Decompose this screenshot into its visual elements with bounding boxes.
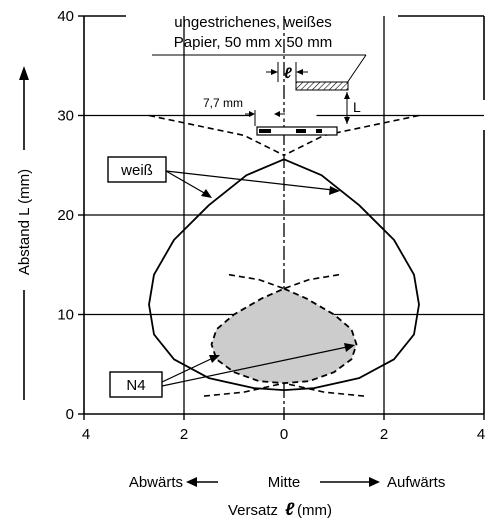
x-axis-label-group: Versatz ℓ (mm) bbox=[228, 499, 332, 519]
y-tick-label: 10 bbox=[57, 307, 74, 324]
annotation-title-line1: ungestrichenes, weißes bbox=[174, 14, 332, 31]
x-tick-label: 2 bbox=[180, 426, 188, 443]
y-axis-label: Abstand L (mm) bbox=[16, 169, 33, 275]
label-weiss: weiß bbox=[120, 162, 153, 179]
label-weiss-box bbox=[107, 156, 167, 183]
y-axis-arrowhead bbox=[19, 66, 29, 80]
y-axis-label-group: Abstand L (mm) bbox=[14, 66, 34, 400]
x-tick-label: 4 bbox=[477, 426, 485, 443]
curve-layer bbox=[148, 114, 420, 397]
distance-symbol: L bbox=[353, 99, 361, 115]
sensor-gap-dimension: 7,7 mm bbox=[203, 96, 243, 110]
dashed-extension bbox=[283, 273, 340, 290]
y-tick-label: 20 bbox=[57, 207, 74, 224]
direction-label-right: Aufwärts bbox=[387, 474, 445, 491]
y-tick-label: 40 bbox=[57, 8, 74, 25]
label-weiss-group: weiß bbox=[107, 156, 340, 198]
sensor-schematic: ungestrichenes, weißes Papier, 50 mm x 5… bbox=[152, 14, 367, 136]
direction-label-center: Mitte bbox=[268, 474, 301, 491]
label-n4-group: N4 bbox=[109, 343, 355, 398]
annotation-title-line2: Papier, 50 mm x 50 mm bbox=[174, 34, 332, 51]
x-axis-unit: (mm) bbox=[297, 502, 332, 519]
x-tick-label: 4 bbox=[82, 426, 90, 443]
paper-target bbox=[295, 81, 349, 91]
dashed-extension bbox=[203, 382, 285, 397]
dashed-extension bbox=[148, 114, 285, 157]
dashed-extension bbox=[228, 273, 285, 290]
right-arrowhead bbox=[369, 477, 380, 487]
x-axis-symbol: ℓ bbox=[285, 499, 295, 519]
direction-labels: Abwärts Mitte Aufwärts bbox=[129, 474, 446, 491]
y-tick-label: 30 bbox=[57, 108, 74, 125]
direction-label-left: Abwärts bbox=[129, 474, 183, 491]
y-tick-label: 0 bbox=[66, 406, 74, 423]
offset-symbol: ℓ bbox=[284, 65, 292, 82]
x-tick-label: 0 bbox=[280, 426, 288, 443]
sensor-gap-mask bbox=[251, 112, 317, 119]
dashed-extension bbox=[283, 382, 365, 397]
n4-filled-area bbox=[211, 288, 357, 384]
left-arrowhead bbox=[186, 477, 197, 487]
weiss-curve bbox=[148, 158, 420, 392]
x-axis-label: Versatz bbox=[228, 502, 278, 519]
label-n4: N4 bbox=[126, 377, 145, 394]
label-n4-box bbox=[109, 371, 163, 398]
x-tick-label: 2 bbox=[380, 426, 388, 443]
dashed-extension bbox=[283, 114, 420, 157]
